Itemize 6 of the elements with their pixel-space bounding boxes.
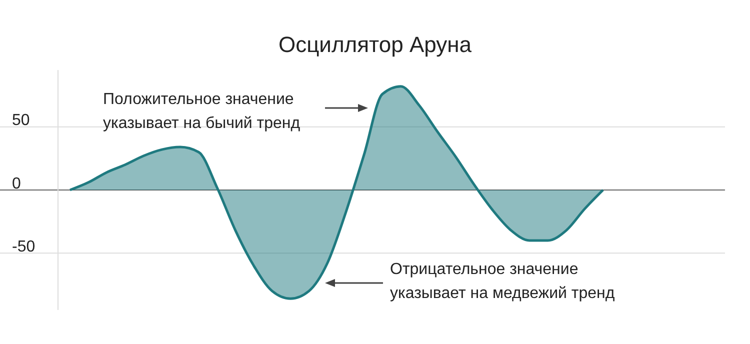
y-tick-label: 0 — [12, 175, 21, 192]
y-tick-label: 50 — [12, 112, 30, 130]
annotation: Положительное значение указывает на бычий тренд — [103, 91, 301, 132]
annotation: Отрицательное значение указывает на медвежий тренд — [390, 261, 616, 302]
y-tick-label: -50 — [12, 238, 36, 256]
chart-title: Осциллятор Аруна — [278, 32, 472, 57]
